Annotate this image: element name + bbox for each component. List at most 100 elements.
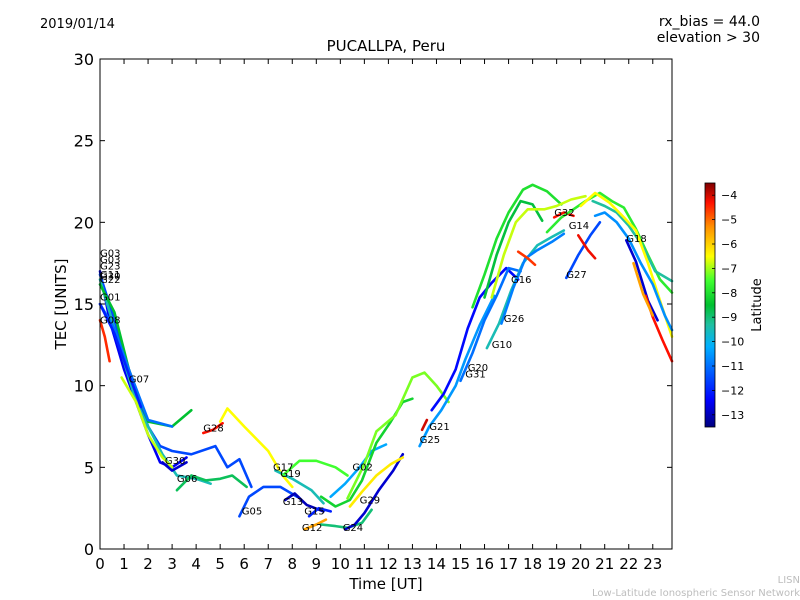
colorbar-tick-label: −6 bbox=[721, 238, 737, 251]
x-tick-label: 3 bbox=[167, 555, 177, 573]
satellite-label-g02: G02 bbox=[352, 463, 372, 474]
watermark-line-1: LISN bbox=[777, 575, 800, 586]
x-tick-label: 4 bbox=[191, 555, 201, 573]
series-line-g27b bbox=[577, 234, 597, 260]
date-label: 2019/01/14 bbox=[40, 17, 115, 32]
series-line-g12 bbox=[303, 518, 328, 531]
satellite-label-g30: G30 bbox=[165, 456, 185, 467]
satellite-label-g13: G13 bbox=[283, 497, 303, 508]
satellite-label-g28: G28 bbox=[203, 423, 223, 434]
x-tick-label: 9 bbox=[312, 555, 322, 573]
series-line-g06 bbox=[175, 474, 248, 492]
x-tick-label: 15 bbox=[451, 555, 470, 573]
series-line-g29 bbox=[348, 456, 405, 508]
satellite-label-g05: G05 bbox=[242, 507, 262, 518]
x-tick-label: 8 bbox=[287, 555, 297, 573]
series-line-g16c bbox=[516, 250, 537, 267]
satellite-label-g11: G11 bbox=[100, 270, 120, 281]
x-tick-label: 16 bbox=[475, 555, 494, 573]
x-tick-label: 22 bbox=[619, 555, 638, 573]
x-tick-label: 12 bbox=[379, 555, 398, 573]
colorbar-tick-label: −7 bbox=[721, 262, 737, 275]
x-tick-label: 6 bbox=[239, 555, 249, 573]
x-tick-label: 10 bbox=[331, 555, 350, 573]
x-tick-label: 18 bbox=[523, 555, 542, 573]
satellite-label-g32: G32 bbox=[554, 208, 574, 219]
x-tick-label: 20 bbox=[571, 555, 590, 573]
series-line-g20 bbox=[430, 266, 520, 412]
satellite-label-g23: G23 bbox=[100, 262, 120, 273]
series-line-g30 bbox=[161, 461, 188, 472]
receiver-info: rx_bias = 44.0 elevation > 30 bbox=[657, 14, 760, 46]
satellite-label-g16: G16 bbox=[511, 275, 531, 286]
series-line-g08a bbox=[98, 302, 143, 409]
satellite-label-g20: G20 bbox=[468, 363, 488, 374]
y-tick-label: 0 bbox=[84, 540, 94, 559]
series-line-g28b bbox=[218, 407, 294, 489]
x-tick-label: 2 bbox=[143, 555, 153, 573]
x-tick-label: 19 bbox=[547, 555, 566, 573]
y-axis-label: TEC [UNITS] bbox=[52, 259, 70, 351]
series-line-g19 bbox=[281, 459, 349, 477]
satellite-label-g19: G19 bbox=[280, 469, 300, 480]
series-line-g01 bbox=[98, 302, 174, 428]
series-line-g25 bbox=[418, 294, 496, 448]
satellite-label-g24: G24 bbox=[343, 523, 363, 534]
series-line-g26 bbox=[500, 232, 566, 325]
y-tick-label: 20 bbox=[74, 213, 94, 232]
x-tick-label: 13 bbox=[403, 555, 422, 573]
x-tick-label: 11 bbox=[355, 555, 374, 573]
series-line-g32 bbox=[490, 194, 587, 299]
series-line-g18 bbox=[625, 239, 659, 322]
colorbar-tick-label: −4 bbox=[721, 189, 737, 202]
y-tick-label: 10 bbox=[74, 377, 94, 396]
series-line-g05 bbox=[238, 485, 299, 518]
x-axis-label: Time [UT] bbox=[348, 575, 422, 593]
series-line-g08 bbox=[98, 319, 111, 363]
series-line-g02 bbox=[329, 443, 388, 498]
series-line-g28 bbox=[202, 421, 224, 435]
y-tick-label: 25 bbox=[74, 132, 94, 151]
y-tick-label: 30 bbox=[74, 50, 94, 69]
x-tick-label: 23 bbox=[643, 555, 662, 573]
series-line-g09 bbox=[319, 397, 414, 508]
satellite-label-g31: G31 bbox=[465, 370, 485, 381]
series-line-g21 bbox=[346, 371, 450, 500]
series-line-g16b bbox=[471, 183, 563, 309]
satellite-label-g06: G06 bbox=[177, 474, 197, 485]
series-line-g14b bbox=[591, 199, 674, 283]
series-line-g14d bbox=[593, 211, 674, 332]
watermark: LISN Low-Latitude Ionospheric Sensor Net… bbox=[592, 574, 800, 600]
series-line-g13 bbox=[283, 492, 325, 513]
colorbar-tick-label: −13 bbox=[721, 409, 744, 422]
colorbar-tick-label: −9 bbox=[721, 311, 737, 324]
satellite-label-g22: G22 bbox=[100, 275, 120, 286]
satellite-label-g03: G03 bbox=[100, 255, 120, 266]
satellite-label-g25: G25 bbox=[420, 435, 440, 446]
y-tick-label: 15 bbox=[74, 295, 94, 314]
series-line-g22 bbox=[98, 283, 193, 428]
series-line-g16 bbox=[483, 199, 544, 299]
satellite-label-g29: G29 bbox=[360, 495, 380, 506]
x-tick-label: 17 bbox=[499, 555, 518, 573]
colorbar-ticks: −4 −5 −6 −7 −8 −9 −10 −11 −12 −13 bbox=[712, 189, 744, 422]
y-tick-label: 5 bbox=[84, 458, 94, 477]
satellite-label-g03: G03 bbox=[100, 249, 120, 260]
satellite-label-g21: G21 bbox=[429, 422, 449, 433]
satellite-label-g08: G08 bbox=[100, 316, 120, 327]
colorbar-tick-label: −5 bbox=[721, 214, 737, 227]
series-line-g07 bbox=[120, 376, 174, 469]
elevation-label: elevation > 30 bbox=[656, 30, 760, 46]
satellite-label-g07: G07 bbox=[129, 374, 149, 385]
x-tick-label: 1 bbox=[119, 555, 129, 573]
satellite-label-g27: G27 bbox=[566, 270, 586, 281]
colorbar-tick-label: −11 bbox=[721, 360, 744, 373]
x-tick-label: 21 bbox=[595, 555, 614, 573]
series-layer bbox=[98, 183, 674, 531]
satellite-label-g12: G12 bbox=[302, 523, 322, 534]
colorbar-tick-label: −8 bbox=[721, 287, 737, 300]
x-tick-label: 14 bbox=[427, 555, 446, 573]
rx-bias-label: rx_bias = 44.0 bbox=[658, 14, 760, 30]
watermark-line-2: Low-Latitude Ionospheric Sensor Network bbox=[592, 588, 800, 599]
